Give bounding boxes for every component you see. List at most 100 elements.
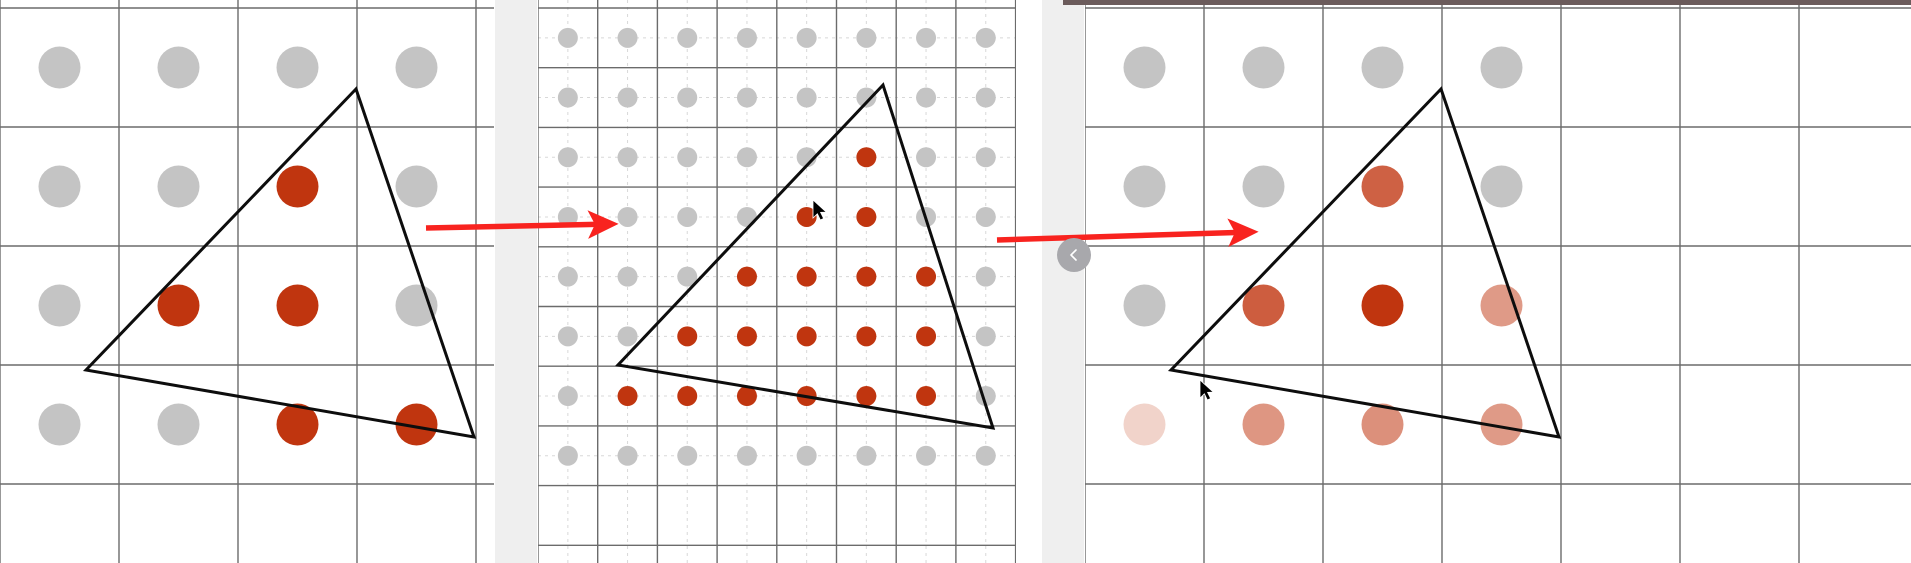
sample-dot-inactive[interactable] xyxy=(677,206,698,227)
sample-dot-active[interactable] xyxy=(1242,403,1285,446)
sample-dot-inactive[interactable] xyxy=(557,147,578,168)
sample-dot-inactive[interactable] xyxy=(1361,46,1404,89)
sample-dot-inactive[interactable] xyxy=(1123,46,1166,89)
sample-dot-inactive[interactable] xyxy=(916,445,937,466)
sample-dot-inactive[interactable] xyxy=(1242,165,1285,208)
sample-dot-inactive[interactable] xyxy=(1480,46,1523,89)
sample-dot-inactive[interactable] xyxy=(975,87,996,108)
sample-dot-inactive[interactable] xyxy=(736,27,757,48)
triangle-outline[interactable] xyxy=(82,86,477,439)
sample-dot-inactive[interactable] xyxy=(796,445,817,466)
sample-dot-active[interactable] xyxy=(157,284,200,327)
sample-dot-active[interactable] xyxy=(736,266,757,287)
sample-dot-active[interactable] xyxy=(856,266,877,287)
sample-dot-inactive[interactable] xyxy=(736,147,757,168)
sample-dot-active[interactable] xyxy=(856,326,877,347)
sample-dot-active[interactable] xyxy=(276,165,319,208)
sample-dot-inactive[interactable] xyxy=(677,445,698,466)
sample-dot-active[interactable] xyxy=(276,403,319,446)
sample-dot-inactive[interactable] xyxy=(975,266,996,287)
sample-dot-active[interactable] xyxy=(1361,284,1404,327)
sample-dot-inactive[interactable] xyxy=(975,445,996,466)
sample-dot-inactive[interactable] xyxy=(975,206,996,227)
sample-dot-active[interactable] xyxy=(796,206,817,227)
sample-dot-inactive[interactable] xyxy=(557,87,578,108)
sample-dot-inactive[interactable] xyxy=(736,445,757,466)
sample-dot-active[interactable] xyxy=(856,386,877,407)
sample-dot-active[interactable] xyxy=(916,326,937,347)
sample-dot-inactive[interactable] xyxy=(1123,165,1166,208)
gutter-right[interactable] xyxy=(1041,0,1085,563)
sample-dot-inactive[interactable] xyxy=(796,87,817,108)
sample-dot-inactive[interactable] xyxy=(276,46,319,89)
dot-grid[interactable] xyxy=(1123,46,1523,446)
sample-dot-inactive[interactable] xyxy=(677,266,698,287)
sample-dot-inactive[interactable] xyxy=(975,147,996,168)
sample-dot-inactive[interactable] xyxy=(38,46,81,89)
sample-dot-inactive[interactable] xyxy=(617,147,638,168)
sample-dot-active[interactable] xyxy=(856,147,877,168)
sample-dot-active[interactable] xyxy=(617,386,638,407)
sample-dot-inactive[interactable] xyxy=(617,27,638,48)
sample-dot-active[interactable] xyxy=(736,386,757,407)
sample-dot-inactive[interactable] xyxy=(796,27,817,48)
sample-dot-inactive[interactable] xyxy=(1242,46,1285,89)
sample-dot-inactive[interactable] xyxy=(557,326,578,347)
sample-dot-inactive[interactable] xyxy=(38,403,81,446)
sample-dot-active[interactable] xyxy=(1361,165,1404,208)
sample-dot-inactive[interactable] xyxy=(557,386,578,407)
sample-dot-inactive[interactable] xyxy=(38,165,81,208)
sample-dot-active[interactable] xyxy=(796,266,817,287)
sample-dot-inactive[interactable] xyxy=(157,46,200,89)
sample-dot-active[interactable] xyxy=(677,386,698,407)
sample-dot-inactive[interactable] xyxy=(1123,284,1166,327)
sample-dot-inactive[interactable] xyxy=(617,445,638,466)
triangle-outline[interactable] xyxy=(614,82,996,430)
sample-dot-active[interactable] xyxy=(677,326,698,347)
sample-dot-inactive[interactable] xyxy=(736,87,757,108)
sample-dot-inactive[interactable] xyxy=(677,27,698,48)
sample-dot-inactive[interactable] xyxy=(856,87,877,108)
sample-dot-active[interactable] xyxy=(395,403,438,446)
coarse-grid-panel[interactable] xyxy=(0,0,494,563)
fine-grid-panel[interactable] xyxy=(538,0,1016,563)
sample-dot-inactive[interactable] xyxy=(856,27,877,48)
collapse-sidebar-handle[interactable] xyxy=(1057,238,1091,272)
triangle-outline[interactable] xyxy=(1167,86,1562,439)
dot-grid[interactable] xyxy=(38,46,438,446)
sample-dot-inactive[interactable] xyxy=(975,27,996,48)
dot-grid[interactable] xyxy=(557,27,996,466)
sample-dot-active[interactable] xyxy=(916,266,937,287)
sample-dot-active[interactable] xyxy=(796,326,817,347)
sample-dot-active[interactable] xyxy=(1480,284,1523,327)
sample-dot-inactive[interactable] xyxy=(617,206,638,227)
sample-dot-inactive[interactable] xyxy=(557,206,578,227)
sample-dot-active[interactable] xyxy=(1361,403,1404,446)
sample-dot-inactive[interactable] xyxy=(975,326,996,347)
sample-dot-active[interactable] xyxy=(1242,284,1285,327)
sample-dot-inactive[interactable] xyxy=(157,165,200,208)
sample-dot-inactive[interactable] xyxy=(856,445,877,466)
gutter-left[interactable] xyxy=(494,0,538,563)
sample-dot-inactive[interactable] xyxy=(157,403,200,446)
sample-dot-active[interactable] xyxy=(1480,403,1523,446)
sample-dot-inactive[interactable] xyxy=(557,27,578,48)
sample-dot-inactive[interactable] xyxy=(916,27,937,48)
sample-dot-inactive[interactable] xyxy=(395,46,438,89)
sample-dot-active[interactable] xyxy=(916,386,937,407)
sample-dot-inactive[interactable] xyxy=(38,284,81,327)
sample-dot-inactive[interactable] xyxy=(916,87,937,108)
sample-dot-inactive[interactable] xyxy=(617,266,638,287)
sample-dot-inactive[interactable] xyxy=(916,147,937,168)
sample-dot-inactive[interactable] xyxy=(395,284,438,327)
sample-dot-inactive[interactable] xyxy=(617,87,638,108)
sample-dot-active[interactable] xyxy=(736,326,757,347)
sample-dot-inactive[interactable] xyxy=(677,147,698,168)
sample-dot-inactive[interactable] xyxy=(1480,165,1523,208)
antialiased-grid-panel[interactable] xyxy=(1085,0,1911,563)
sample-dot-inactive[interactable] xyxy=(557,445,578,466)
sample-dot-inactive[interactable] xyxy=(617,326,638,347)
sample-dot-inactive[interactable] xyxy=(557,266,578,287)
sample-dot-active[interactable] xyxy=(276,284,319,327)
sample-dot-inactive[interactable] xyxy=(677,87,698,108)
